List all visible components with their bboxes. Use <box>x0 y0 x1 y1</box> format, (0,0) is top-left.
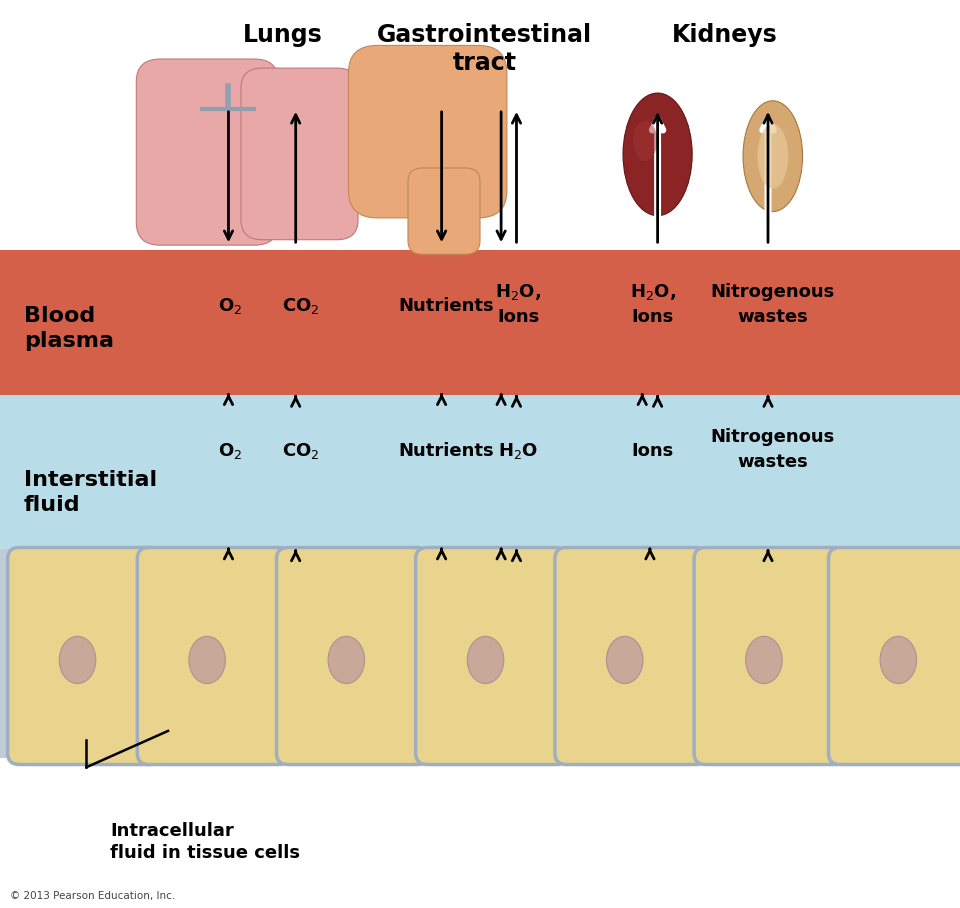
Text: CO$_2$: CO$_2$ <box>282 296 319 316</box>
Ellipse shape <box>328 637 365 684</box>
Ellipse shape <box>880 637 917 684</box>
Text: wastes: wastes <box>737 452 808 470</box>
Text: Lungs: Lungs <box>243 23 324 46</box>
Text: H$_2$O,: H$_2$O, <box>630 282 676 302</box>
Text: Gastrointestinal
tract: Gastrointestinal tract <box>377 23 592 74</box>
Text: H$_2$O: H$_2$O <box>498 440 539 460</box>
Ellipse shape <box>743 101 803 212</box>
FancyBboxPatch shape <box>555 548 708 765</box>
Bar <box>0 395 960 549</box>
Ellipse shape <box>468 637 504 684</box>
Text: Nitrogenous: Nitrogenous <box>710 283 835 301</box>
Ellipse shape <box>189 637 226 684</box>
Text: wastes: wastes <box>737 308 808 326</box>
Text: Blood
plasma: Blood plasma <box>24 306 114 351</box>
FancyBboxPatch shape <box>137 548 290 765</box>
Bar <box>0 549 960 758</box>
Ellipse shape <box>757 123 788 189</box>
Text: Ions: Ions <box>497 308 540 326</box>
Text: Nutrients: Nutrients <box>398 297 494 315</box>
Text: © 2013 Pearson Education, Inc.: © 2013 Pearson Education, Inc. <box>10 891 175 901</box>
Ellipse shape <box>634 120 657 161</box>
FancyBboxPatch shape <box>416 548 568 765</box>
FancyBboxPatch shape <box>136 59 278 245</box>
Text: Ions: Ions <box>632 441 674 459</box>
Text: H$_2$O,: H$_2$O, <box>495 282 541 302</box>
Text: O$_2$: O$_2$ <box>218 440 243 460</box>
FancyBboxPatch shape <box>241 68 358 240</box>
FancyBboxPatch shape <box>828 548 960 765</box>
FancyBboxPatch shape <box>694 548 847 765</box>
Text: Nutrients: Nutrients <box>398 441 494 459</box>
FancyBboxPatch shape <box>348 45 507 218</box>
Text: O$_2$: O$_2$ <box>218 296 243 316</box>
Ellipse shape <box>623 93 692 215</box>
Text: Nitrogenous: Nitrogenous <box>710 428 835 446</box>
Ellipse shape <box>746 637 782 684</box>
Text: Ions: Ions <box>632 308 674 326</box>
Text: Interstitial
fluid: Interstitial fluid <box>24 469 157 515</box>
FancyBboxPatch shape <box>408 168 480 254</box>
Bar <box>0 250 960 395</box>
Text: Kidneys: Kidneys <box>672 23 778 46</box>
Ellipse shape <box>607 637 643 684</box>
Text: CO$_2$: CO$_2$ <box>282 440 319 460</box>
Ellipse shape <box>60 637 96 684</box>
FancyBboxPatch shape <box>276 548 429 765</box>
Text: Intracellular
fluid in tissue cells: Intracellular fluid in tissue cells <box>110 822 300 862</box>
FancyBboxPatch shape <box>8 548 160 765</box>
